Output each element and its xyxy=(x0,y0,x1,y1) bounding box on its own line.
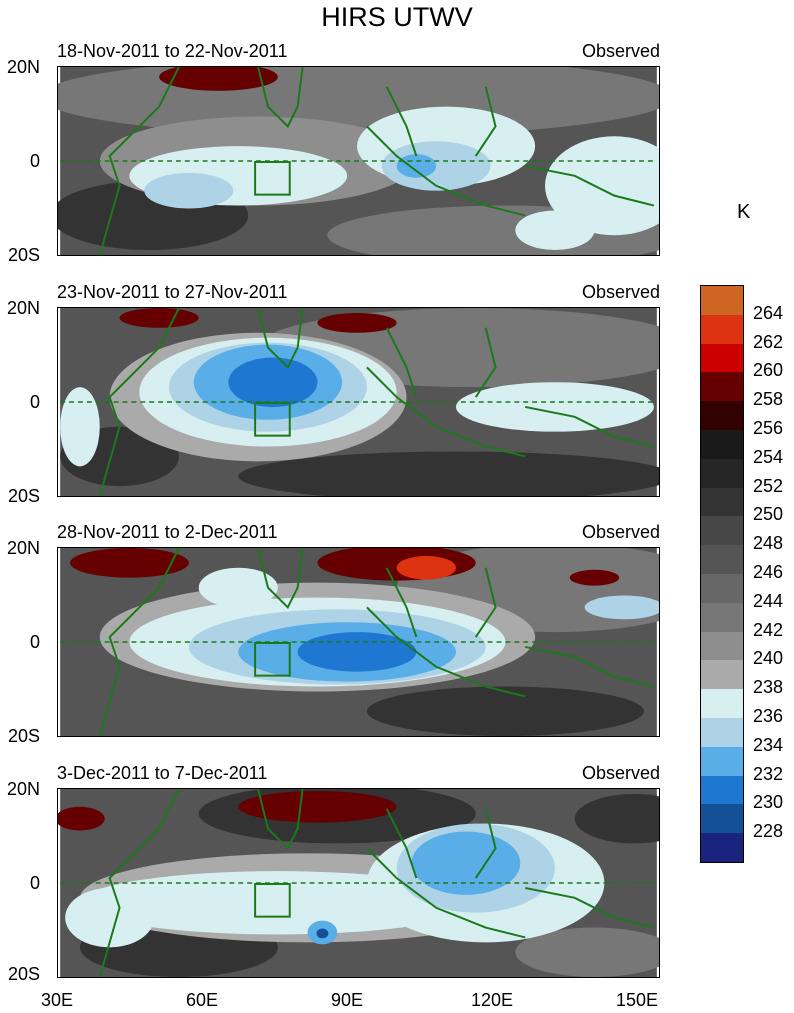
colorbar-swatch xyxy=(701,286,743,315)
colorbar-swatch xyxy=(701,429,743,459)
colorbar-swatch xyxy=(701,631,743,661)
colorbar-level-label: 228 xyxy=(753,821,784,842)
colorbar-swatch xyxy=(701,775,743,805)
panel-4-label: Observed xyxy=(581,763,660,783)
colorbar-level-label: 262 xyxy=(753,331,784,352)
colorbar-swatch xyxy=(701,458,743,488)
colorbar-level-label: 260 xyxy=(753,360,784,381)
xtick-90e: 90E xyxy=(330,990,364,1010)
colorbar-level-label: 242 xyxy=(753,619,784,640)
colorbar-unit: K xyxy=(737,201,751,223)
xtick-60e: 60E xyxy=(185,990,219,1010)
colorbar-swatch xyxy=(701,343,743,373)
colorbar xyxy=(700,285,744,863)
panel-1-ytick-north: 20N xyxy=(6,57,40,77)
panel-3-ytick-eq: 0 xyxy=(29,632,40,652)
colorbar-level-label: 246 xyxy=(753,562,784,582)
panel-4-ytick-eq: 0 xyxy=(29,873,40,893)
xtick-120e: 120E xyxy=(470,990,514,1010)
panel-2-label: Observed xyxy=(581,282,660,302)
colorbar-swatch xyxy=(701,746,743,776)
panel-2-ytick-south: 20S xyxy=(7,486,40,506)
panel-4-map xyxy=(57,788,660,978)
colorbar-swatch xyxy=(701,487,743,517)
colorbar-swatch xyxy=(701,804,743,834)
colorbar-level-label: 234 xyxy=(753,734,784,755)
colorbar-level-label: 254 xyxy=(753,446,784,467)
panel-1-ytick-south: 20S xyxy=(7,245,40,265)
colorbar-level-label: 238 xyxy=(753,677,784,698)
xtick-30e: 30E xyxy=(40,990,74,1010)
colorbar-level-label: 250 xyxy=(753,504,784,525)
panel-4-ytick-south: 20S xyxy=(7,964,40,984)
colorbar-swatch xyxy=(701,314,743,344)
panel-1-date-range: 18-Nov-2011 to 22-Nov-2011 xyxy=(57,41,288,61)
xtick-150e: 150E xyxy=(615,990,659,1010)
panel-2-date-range: 23-Nov-2011 to 27-Nov-2011 xyxy=(57,282,288,302)
figure-title: HIRS UTWV xyxy=(321,2,473,32)
colorbar-swatch xyxy=(701,516,743,546)
panel-3-label: Observed xyxy=(581,522,660,542)
colorbar-swatch xyxy=(701,372,743,402)
colorbar-level-label: 240 xyxy=(753,648,784,669)
colorbar-swatch xyxy=(701,717,743,747)
panel-2-ytick-north: 20N xyxy=(6,298,40,318)
colorbar-level-label: 230 xyxy=(753,792,784,813)
panel-1-map xyxy=(57,66,660,256)
colorbar-level-label: 236 xyxy=(753,706,784,726)
colorbar-level-label: 232 xyxy=(753,763,784,784)
colorbar-swatch xyxy=(701,660,743,690)
panel-2-map xyxy=(57,307,660,497)
colorbar-swatch xyxy=(701,401,743,430)
colorbar-level-label: 258 xyxy=(753,389,784,410)
colorbar-swatch xyxy=(701,573,743,603)
panel-1-label: Observed xyxy=(581,41,660,61)
colorbar-swatch xyxy=(701,833,743,862)
panel-2-ytick-eq: 0 xyxy=(29,392,40,412)
colorbar-swatch xyxy=(701,689,743,718)
colorbar-level-label: 264 xyxy=(753,302,784,323)
colorbar-level-label: 244 xyxy=(753,590,784,611)
colorbar-level-label: 248 xyxy=(753,533,784,554)
colorbar-level-label: 256 xyxy=(753,418,784,438)
colorbar-swatch xyxy=(701,602,743,632)
panel-3-date-range: 28-Nov-2011 to 2-Dec-2011 xyxy=(57,522,278,542)
panel-3-map xyxy=(57,547,660,737)
panel-3-ytick-north: 20N xyxy=(6,538,40,558)
colorbar-swatch xyxy=(701,545,743,574)
panel-4-ytick-north: 20N xyxy=(6,779,40,799)
panel-4-date-range: 3-Dec-2011 to 7-Dec-2011 xyxy=(57,763,268,783)
panel-1-ytick-eq: 0 xyxy=(29,151,40,171)
colorbar-level-label: 252 xyxy=(753,475,784,496)
panel-3-ytick-south: 20S xyxy=(7,726,40,746)
